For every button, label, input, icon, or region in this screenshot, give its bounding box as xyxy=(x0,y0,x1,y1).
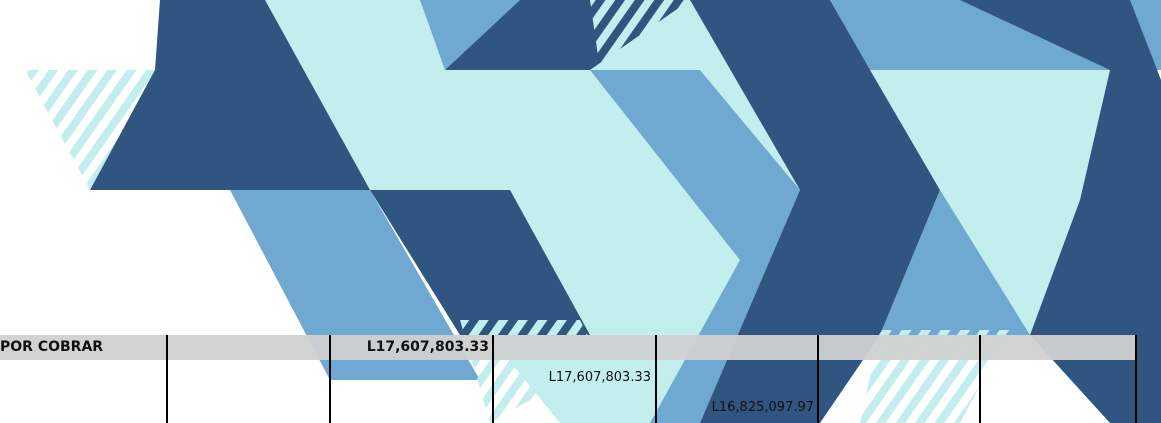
header-label: POR COBRAR xyxy=(0,336,103,358)
header-row xyxy=(0,335,1136,360)
row-value: L16,825,097.97 xyxy=(712,397,814,419)
column-border xyxy=(979,335,981,423)
column-border xyxy=(492,335,494,423)
page: POR COBRAR L17,607,803.33 L17,607,803.33… xyxy=(0,0,1161,423)
column-border xyxy=(817,335,819,423)
header-total: L17,607,803.33 xyxy=(367,336,489,358)
column-border xyxy=(329,335,331,423)
column-border xyxy=(655,335,657,423)
column-border xyxy=(1135,335,1137,423)
column-border xyxy=(166,335,168,423)
row-value: L17,607,803.33 xyxy=(549,367,651,389)
